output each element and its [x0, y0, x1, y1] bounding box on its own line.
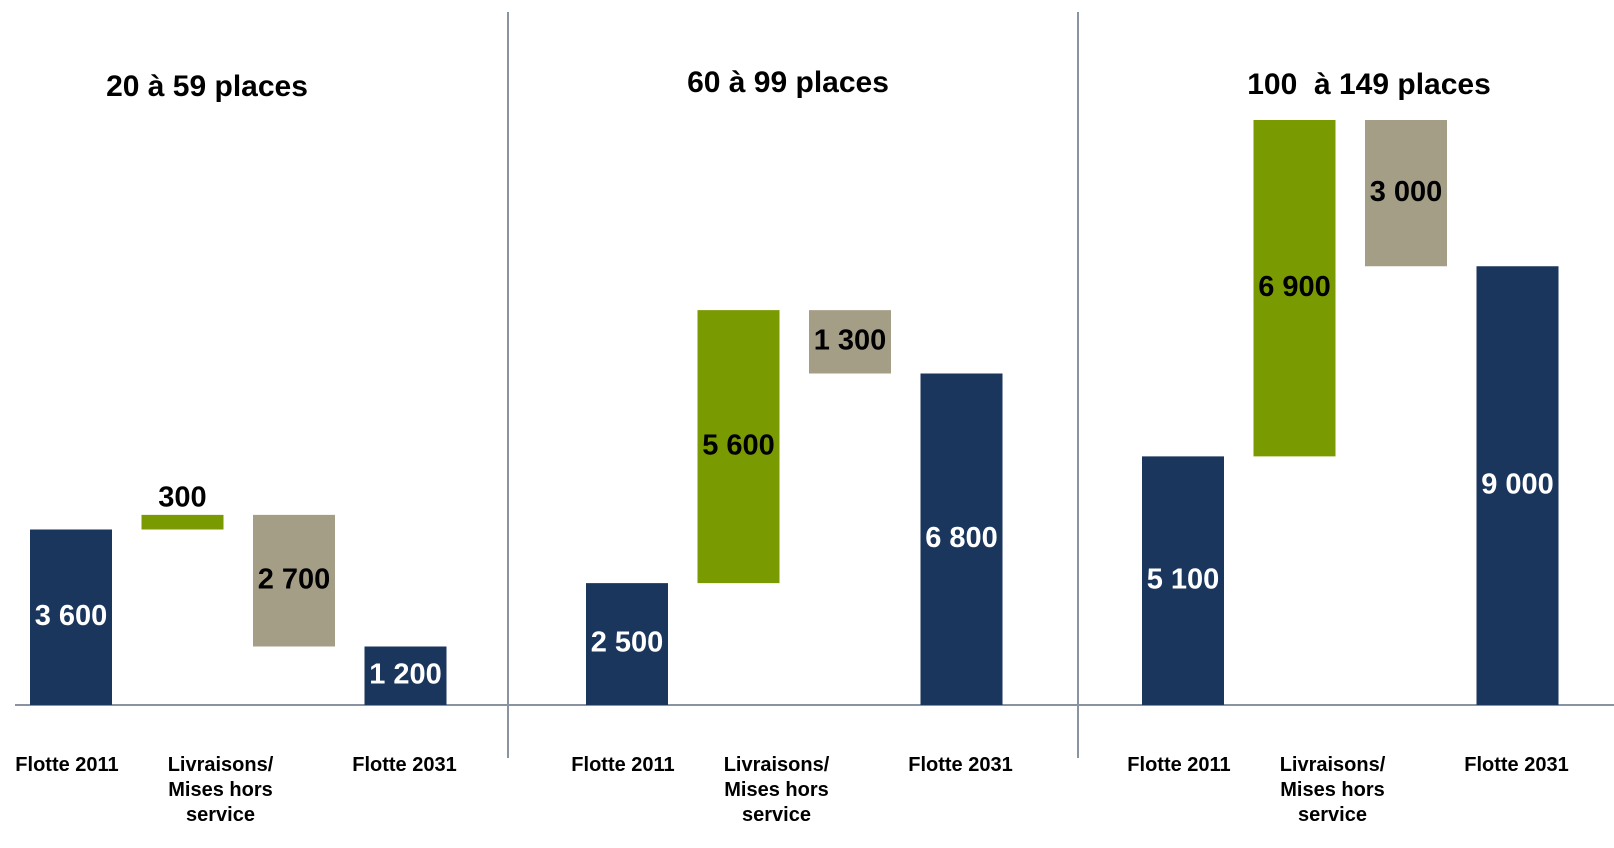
- value-label: 2 700: [258, 563, 331, 595]
- bar: [1365, 120, 1447, 267]
- x-tick-label: Livraisons/ Mises hors service: [1279, 754, 1386, 826]
- x-tick-label: Flotte 2031: [1464, 754, 1569, 776]
- x-tick-label: Flotte 2011: [571, 754, 675, 776]
- x-tick-label: Flotte 2011: [15, 754, 119, 776]
- x-tick-label: Livraisons/ Mises hors service: [167, 754, 274, 826]
- value-label: 300: [158, 482, 206, 514]
- panel-title: 100 à 149 places: [1247, 68, 1491, 101]
- value-label: 9 000: [1481, 468, 1554, 500]
- value-label: 1 300: [814, 324, 887, 356]
- value-label: 2 500: [591, 627, 664, 659]
- bar: [809, 310, 891, 374]
- bar: [920, 373, 1003, 705]
- value-label: 1 200: [369, 658, 442, 690]
- bar: [253, 514, 335, 647]
- x-tick-label: Flotte 2031: [908, 754, 1013, 776]
- bar: [1142, 456, 1224, 705]
- bar: [1253, 120, 1336, 457]
- value-label: 3 000: [1370, 176, 1443, 208]
- x-tick-label: Flotte 2011: [1127, 754, 1231, 776]
- bar: [1476, 266, 1559, 705]
- bar: [364, 646, 447, 705]
- value-label: 5 600: [702, 429, 775, 461]
- panel-title: 60 à 99 places: [687, 66, 889, 99]
- value-label: 3 600: [35, 600, 108, 632]
- value-label: 6 900: [1258, 271, 1331, 303]
- value-label: 6 800: [925, 522, 998, 554]
- x-tick-label: Flotte 2031: [352, 754, 457, 776]
- bar: [697, 310, 780, 584]
- bar: [30, 529, 112, 705]
- panel-title: 20 à 59 places: [106, 70, 308, 103]
- bar: [141, 514, 224, 530]
- x-tick-label: Livraisons/ Mises hors service: [723, 754, 830, 826]
- value-label: 5 100: [1147, 563, 1220, 595]
- bar: [586, 583, 668, 705]
